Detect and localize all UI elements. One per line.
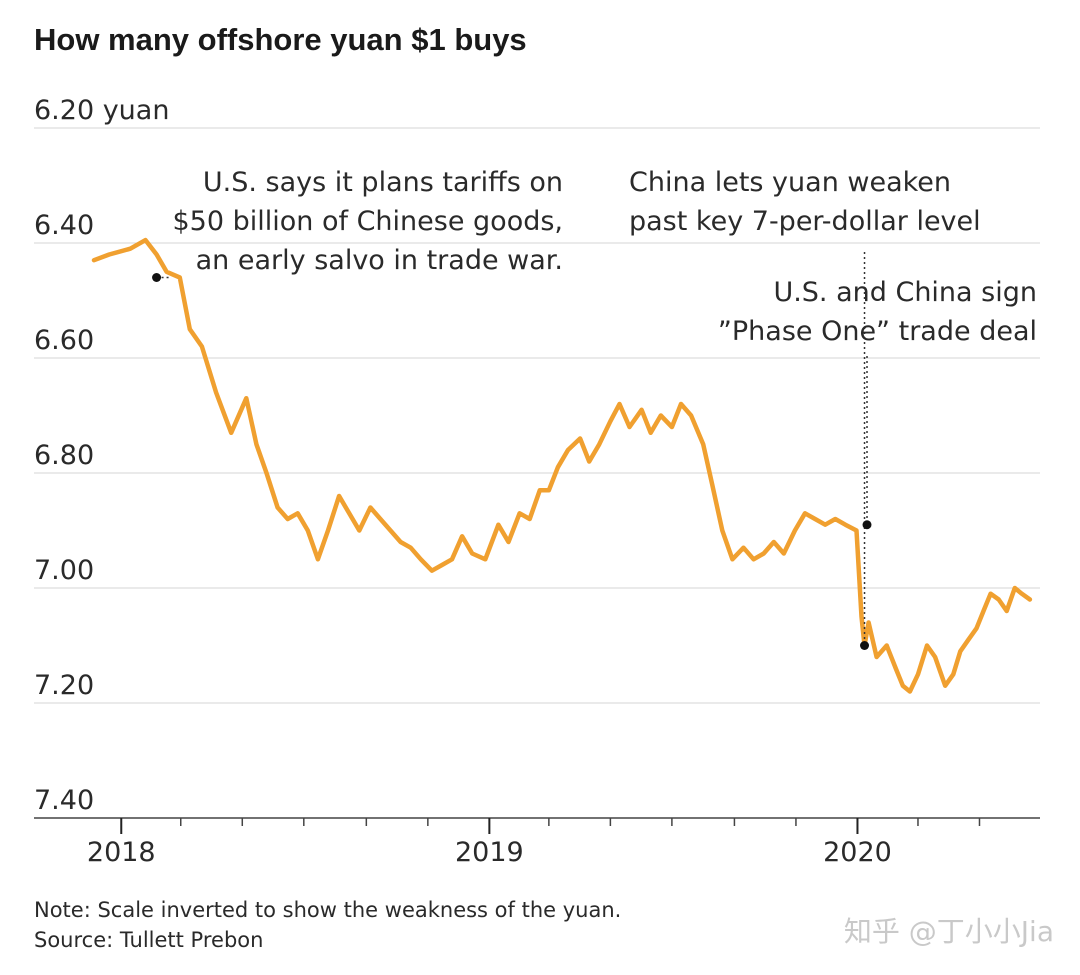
gridlines xyxy=(34,127,1040,819)
annotation-text: $50 billion of Chinese goods, xyxy=(173,206,564,237)
annotation-point xyxy=(152,273,162,282)
annotation-text: U.S. and China sign xyxy=(773,277,1037,308)
annotation-point xyxy=(860,641,870,650)
y-tick-label: 6.20 yuan xyxy=(34,95,169,126)
annotation-text: U.S. says it plans tariffs on xyxy=(203,167,563,198)
watermark: 知乎 @丁小小Jia xyxy=(843,915,1054,948)
x-tick-label: 2018 xyxy=(87,837,156,868)
y-axis-labels: 6.20 yuan 6.40 6.60 6.80 7.00 7.20 7.40 xyxy=(34,95,169,816)
x-axis: 2018 2019 2020 xyxy=(87,818,981,868)
chart-source: Source: Tullett Prebon xyxy=(34,928,264,952)
annotation-text: past key 7-per-dollar level xyxy=(629,206,981,237)
annotation-text: an early salvo in trade war. xyxy=(196,245,563,276)
yuan-series-line xyxy=(91,237,1033,694)
x-tick-label: 2020 xyxy=(823,837,892,868)
annotation-text: ”Phase One” trade deal xyxy=(718,316,1037,347)
x-tick-label: 2019 xyxy=(455,837,524,868)
chart-title: How many offshore yuan $1 buys xyxy=(34,22,527,57)
y-tick-label: 6.40 xyxy=(34,210,94,241)
y-tick-label: 6.80 xyxy=(34,440,94,471)
y-tick-label: 7.00 xyxy=(34,555,94,586)
y-tick-label: 7.40 xyxy=(34,785,94,816)
chart-note: Note: Scale inverted to show the weaknes… xyxy=(34,898,622,922)
series-layer xyxy=(91,237,1033,694)
annotations-layer: U.S. says it plans tariffs on $50 billion… xyxy=(152,167,1037,650)
annotation-text: China lets yuan weaken xyxy=(629,167,951,198)
annotation-point xyxy=(862,520,872,530)
y-tick-label: 7.20 xyxy=(34,670,94,701)
y-tick-label: 6.60 xyxy=(34,325,94,356)
